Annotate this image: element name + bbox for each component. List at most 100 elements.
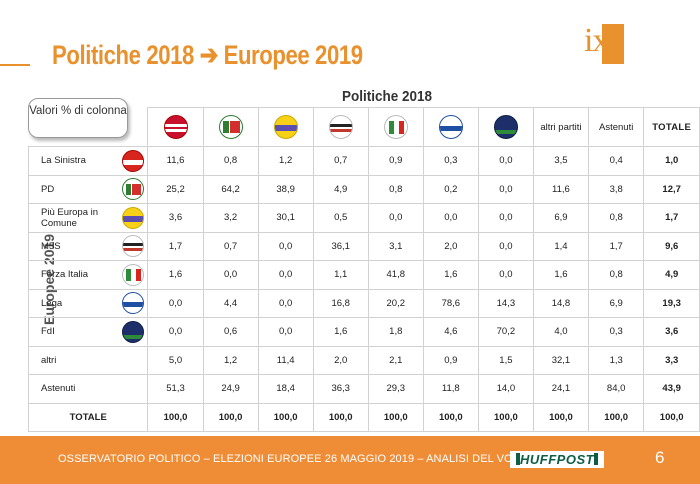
table-cell: 0,0 — [477, 146, 534, 176]
table-cell: 4,9 — [312, 174, 369, 204]
table-cell: 1,7 — [643, 203, 700, 233]
table-cell: 32,1 — [532, 345, 589, 375]
table-cell: 1,2 — [202, 345, 259, 375]
row-logo-cell — [117, 317, 149, 347]
table-cell: 12,7 — [643, 174, 700, 204]
table-cell: 0,0 — [257, 288, 314, 318]
huffpost-brand: HUFFPOST — [520, 452, 595, 467]
table-row: PD 25,2 64,2 38,9 4,9 0,8 0,2 0,0 11,6 3,8 12,7 — [27, 174, 700, 204]
title-right: Europee 2019 — [223, 40, 363, 70]
table-cell: 0,0 — [477, 174, 534, 204]
table-cell: 100,0 — [367, 402, 424, 432]
table-cell: 84,0 — [587, 374, 645, 404]
row-label: FdI — [27, 317, 118, 347]
column-group-label: Politiche 2018 — [341, 88, 433, 105]
ixe-logo: ixè — [580, 18, 640, 68]
table-cell: 1,7 — [147, 231, 204, 261]
table-cell: 0,8 — [202, 146, 259, 176]
row-logo-cell — [117, 231, 149, 261]
table-corner — [29, 108, 148, 147]
table-cell: 18,4 — [257, 374, 314, 404]
table-cell: 38,9 — [257, 174, 314, 204]
col-header — [147, 107, 204, 147]
table-cell: 0,5 — [312, 203, 369, 233]
table-header-row: altri partiti Astenuti TOTALE — [29, 107, 700, 147]
table-cell: 1,3 — [587, 345, 645, 375]
table-cell: 1,2 — [257, 146, 314, 176]
col-header-totale: TOTALE — [643, 107, 700, 147]
table-cell: 3,5 — [532, 146, 589, 176]
row-logo-cell — [117, 374, 149, 404]
footer-bar: OSSERVATORIO POLITICO – ELEZIONI EUROPEE… — [0, 436, 700, 484]
table-cell: 100,0 — [532, 402, 589, 432]
pd-logo-icon — [121, 178, 144, 201]
table-cell: 100,0 — [312, 402, 369, 432]
row-label: Astenuti — [27, 374, 118, 404]
table-cell: 0,0 — [477, 203, 534, 233]
table-row: FdI 0,0 0,6 0,0 1,6 1,8 4,6 70,2 4,0 0,3 3,6 — [27, 317, 700, 347]
table-cell: 11,4 — [257, 345, 314, 375]
table-cell: 19,3 — [643, 288, 700, 318]
table-cell: 0,9 — [367, 146, 424, 176]
row-label: Forza Italia — [27, 260, 118, 290]
col-header — [422, 107, 479, 147]
row-logo-cell — [117, 146, 149, 176]
liberi-e-uguali-logo-icon — [163, 115, 188, 139]
m5s-logo-icon — [328, 115, 353, 139]
row-logo-cell — [117, 174, 149, 204]
table-cell: 100,0 — [587, 402, 645, 432]
table-cell: 100,0 — [643, 402, 700, 432]
table-cell: 9,6 — [643, 231, 700, 261]
table-cell: 4,6 — [422, 317, 479, 347]
title-left: Politiche 2018 — [52, 40, 194, 70]
lega-logo-icon — [121, 292, 144, 315]
table-cell: 14,0 — [477, 374, 534, 404]
table-cell: 36,1 — [312, 231, 369, 261]
huffpost-bar-icon — [516, 453, 520, 465]
table-cell: 36,3 — [312, 374, 369, 404]
table-cell: 1,0 — [643, 146, 700, 176]
table-row: altri 5,0 1,2 11,4 2,0 2,1 0,9 1,5 32,1 1,3 3,3 — [27, 345, 700, 375]
row-label: M5S — [27, 231, 118, 261]
title-arrow-icon: ➔ — [199, 40, 219, 70]
col-header — [477, 107, 534, 147]
row-label: PD — [27, 174, 118, 204]
table-cell: 1,6 — [422, 260, 479, 290]
row-logo-cell — [117, 288, 149, 318]
row-logo-cell — [117, 203, 149, 233]
table-cell: 0,9 — [422, 345, 479, 375]
forza-italia-logo-icon — [121, 263, 144, 286]
la-sinistra-logo-icon — [121, 149, 144, 172]
table-cell: 0,0 — [202, 260, 259, 290]
table-cell: 0,6 — [202, 317, 259, 347]
table-cell: 6,9 — [532, 203, 589, 233]
table-cell: 51,3 — [147, 374, 204, 404]
table-cell: 3,6 — [643, 317, 700, 347]
piu-europa-logo-icon — [121, 206, 144, 229]
table-cell: 0,3 — [587, 317, 645, 347]
table-cell: 24,1 — [532, 374, 589, 404]
table-cell: 100,0 — [477, 402, 534, 432]
col-header — [312, 107, 369, 147]
table-row: La Sinistra 11,6 0,8 1,2 0,7 0,9 0,3 0,0 3,5 0,4 1… — [27, 146, 700, 176]
huffpost-logo: HUFFPOST — [510, 451, 605, 468]
col-header — [202, 107, 259, 147]
table-cell: 43,9 — [643, 374, 700, 404]
ixe-logo-box — [602, 24, 624, 64]
table-cell: 0,8 — [367, 174, 424, 204]
table-cell: 0,7 — [312, 146, 369, 176]
row-label: La Sinistra — [27, 146, 118, 176]
table-cell: 5,0 — [147, 345, 204, 375]
table-cell: 0,3 — [422, 146, 479, 176]
flow-table: altri partiti Astenuti TOTALE La Sinistr… — [27, 107, 700, 432]
huffpost-bar-icon — [594, 453, 599, 465]
table-cell: 3,8 — [587, 174, 645, 204]
table-cell: 4,0 — [532, 317, 589, 347]
table-cell: 14,8 — [532, 288, 589, 318]
row-label: TOTALE — [27, 402, 149, 432]
table-cell: 0,4 — [587, 146, 645, 176]
table-cell: 24,9 — [202, 374, 259, 404]
row-logo-cell — [117, 345, 149, 375]
table-body: La Sinistra 11,6 0,8 1,2 0,7 0,9 0,3 0,0 3,5 0,4 1… — [27, 146, 700, 432]
table-cell: 100,0 — [257, 402, 314, 432]
